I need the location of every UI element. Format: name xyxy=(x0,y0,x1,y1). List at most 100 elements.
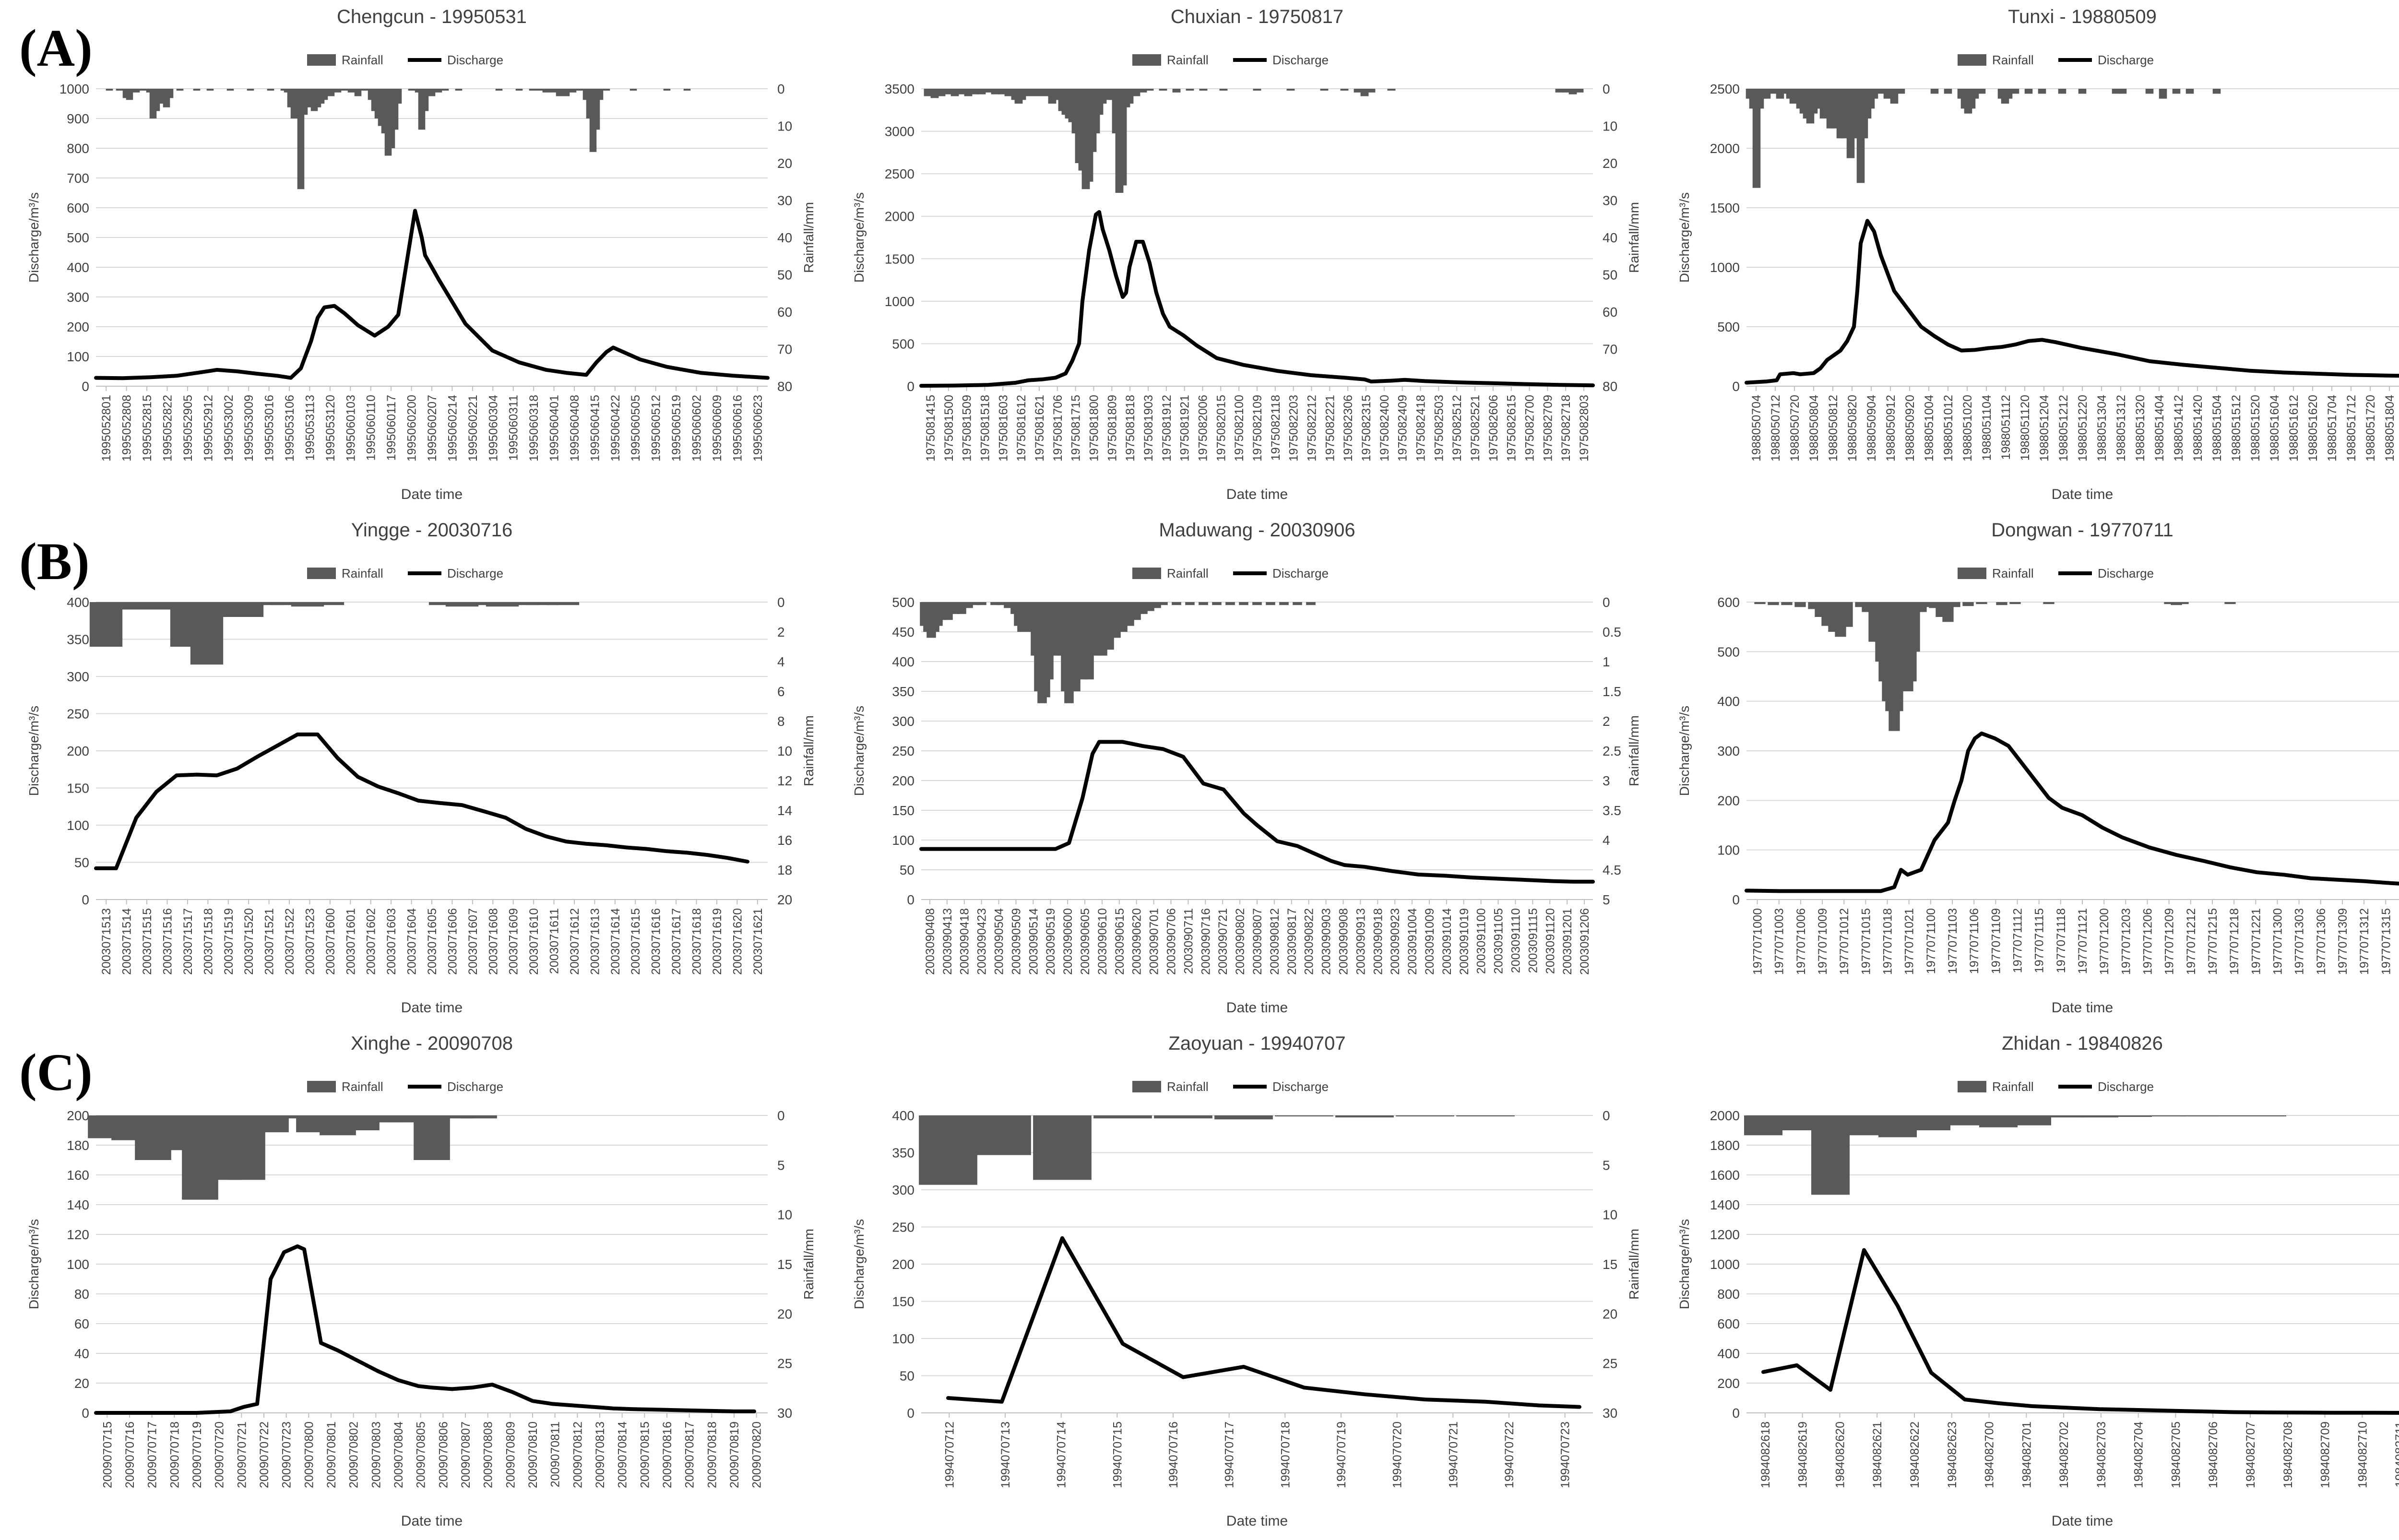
rainfall-bar xyxy=(250,602,284,605)
x-tick-label: 2003071600 xyxy=(324,908,337,975)
x-axis-title: Date time xyxy=(1226,486,1288,502)
rainfall-bar xyxy=(2181,1115,2219,1117)
y-tick-label: 1000 xyxy=(1710,260,1740,275)
x-tick-label: 2003090605 xyxy=(1079,908,1092,975)
rainfall-bar xyxy=(2046,1115,2085,1118)
rainfall-bar xyxy=(950,89,959,96)
x-tick-label: 1995052822 xyxy=(161,395,174,462)
x-tick-label: 1975081921 xyxy=(1178,395,1192,462)
rainfall-bar xyxy=(166,89,174,98)
x-tick-label: 1988051020 xyxy=(1961,395,1974,462)
y-tick-label: 2000 xyxy=(885,209,914,224)
y-tick-label: 160 xyxy=(67,1168,89,1183)
y-tick-label: 3000 xyxy=(885,124,914,139)
x-tick-label: 1988051004 xyxy=(1923,395,1936,462)
rainfall-bar xyxy=(937,89,946,96)
x-tick-label: 1977071018 xyxy=(1881,908,1895,975)
x-tick-label: 2003090600 xyxy=(1061,908,1075,975)
y-tick-label: 900 xyxy=(67,111,89,126)
rainfall-bar xyxy=(569,89,577,93)
y2-tick-label: 0 xyxy=(777,82,785,96)
y2-tick-label: 80 xyxy=(1603,379,1617,394)
rainfall-bar xyxy=(1266,602,1275,605)
y-tick-label: 1500 xyxy=(885,251,914,266)
x-tick-label: 2003091014 xyxy=(1440,908,1454,975)
rainfall-bar xyxy=(2004,89,2013,99)
y-tick-label: 250 xyxy=(67,707,89,722)
y-tick-label: 100 xyxy=(67,349,89,364)
x-tick-label: 2003071517 xyxy=(181,908,195,975)
x-tick-label: 1994070718 xyxy=(1279,1422,1292,1488)
y2-tick-label: 70 xyxy=(1603,342,1617,357)
discharge-line xyxy=(1745,219,2399,385)
rainfall-bar xyxy=(1286,89,1295,91)
rainfall-bar xyxy=(2171,602,2182,605)
x-tick-label: 2003090701 xyxy=(1148,908,1161,975)
x-tick-label: 2003090802 xyxy=(1234,908,1247,975)
rainfall-bar xyxy=(1354,89,1362,93)
x-tick-label: 1977071221 xyxy=(2249,908,2263,975)
y2-tick-label: 30 xyxy=(1603,1406,1617,1421)
y-tick-label: 200 xyxy=(67,744,89,758)
y-tick-label: 400 xyxy=(892,654,914,669)
x-tick-label: 2003071603 xyxy=(385,908,398,975)
rainfall-bar xyxy=(334,89,342,93)
rainfall-bar xyxy=(2114,1115,2152,1117)
x-tick-label: 1977071003 xyxy=(1773,908,1786,975)
rainfall-bar xyxy=(984,89,993,93)
x-tick-label: 1975081903 xyxy=(1142,395,1155,462)
rainfall-bar xyxy=(2011,89,2019,94)
rainfall-bar xyxy=(930,89,939,98)
rainfall-bar xyxy=(1768,602,1779,605)
x-tick-label: 2003090817 xyxy=(1285,908,1299,975)
x-tick-label: 1988050804 xyxy=(1807,395,1821,462)
rainfall-bar xyxy=(1456,1115,1515,1116)
rainfall-bar xyxy=(991,89,999,95)
x-tick-label: 1977071012 xyxy=(1838,908,1851,975)
x-tick-label: 1995052801 xyxy=(100,395,113,462)
chart-title: Chengcun - 19950531 xyxy=(337,6,527,27)
y2-tick-label: 30 xyxy=(1603,193,1617,208)
rainfall-bar xyxy=(291,602,324,607)
rainfall-bar xyxy=(1794,602,1806,607)
legend-rainfall-label: Rainfall xyxy=(342,1079,383,1094)
y2-tick-label: 3.5 xyxy=(1603,803,1621,818)
rainfall-bar xyxy=(361,89,368,91)
y-tick-label: 350 xyxy=(892,1146,914,1161)
y-tick-label: 140 xyxy=(67,1197,89,1212)
rainfall-bar xyxy=(924,89,932,96)
rainfall-bar xyxy=(1125,89,1134,104)
rainfall-bar xyxy=(1562,89,1570,93)
y-tick-label: 150 xyxy=(892,803,914,818)
rainfall-bar xyxy=(435,89,442,93)
y2-tick-label: 30 xyxy=(777,193,792,208)
x-tick-label: 1984082621 xyxy=(1871,1422,1884,1488)
chart-title: Chuxian - 19750817 xyxy=(1171,6,1343,27)
y2-tick-label: 12 xyxy=(777,773,792,788)
rainfall-bar xyxy=(267,89,274,91)
rainfall-bar xyxy=(206,89,214,91)
y-tick-label: 300 xyxy=(892,714,914,729)
rainfall-bar xyxy=(629,89,637,91)
x-tick-label: 1988051212 xyxy=(2057,395,2070,462)
rainfall-bar xyxy=(957,89,966,95)
y-tick-label: 400 xyxy=(1717,694,1740,709)
x-tick-label: 2003090514 xyxy=(1027,908,1040,975)
y2-tick-label: 20 xyxy=(777,892,792,907)
y-tick-label: 1000 xyxy=(885,294,914,309)
y-tick-label: 0 xyxy=(907,892,914,907)
x-tick-label: 1995060110 xyxy=(365,395,378,461)
x-tick-label: 1975082212 xyxy=(1306,395,1319,462)
x-tick-label: 1977071112 xyxy=(2011,908,2025,973)
rainfall-bar xyxy=(1340,89,1349,91)
x-tick-label: 1988051804 xyxy=(2383,395,2397,462)
rainfall-bar xyxy=(1253,89,1261,91)
x-tick-label: 2003090413 xyxy=(941,908,954,975)
rainfall-bar xyxy=(1876,89,1885,94)
discharge-line xyxy=(94,1244,756,1415)
x-tick-label: 1984082623 xyxy=(1946,1422,1959,1488)
rainfall-bar xyxy=(964,89,973,96)
x-tick-label: 1995060311 xyxy=(507,395,521,461)
